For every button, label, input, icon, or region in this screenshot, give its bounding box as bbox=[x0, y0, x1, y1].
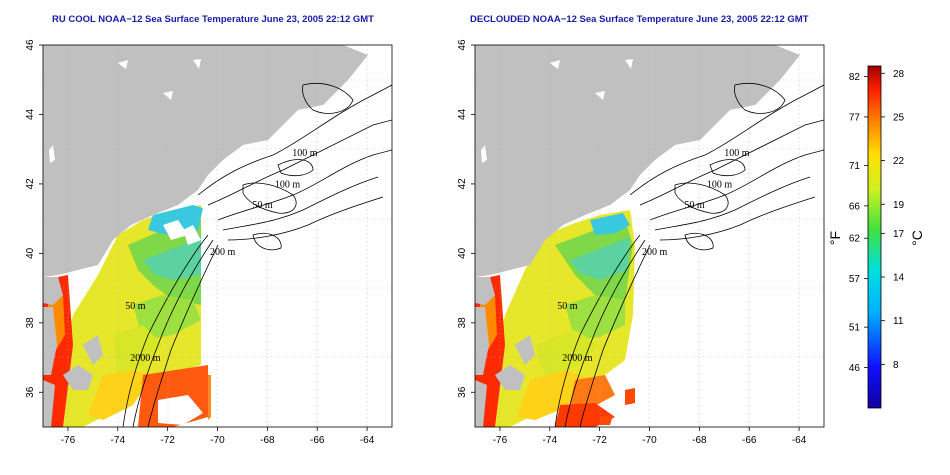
lon-tick-label: -68 bbox=[260, 435, 275, 446]
sst-field bbox=[43, 205, 211, 427]
lat-tick-label: 46 bbox=[25, 39, 36, 51]
lat-tick-label: 46 bbox=[457, 39, 468, 51]
depth-contour-label: 50 m bbox=[684, 200, 705, 211]
colorbar-unit-celsius: °C bbox=[909, 230, 925, 246]
depth-contour-label: 100 m bbox=[724, 148, 750, 159]
lon-tick-label: -72 bbox=[592, 435, 607, 446]
lon-tick-label: -68 bbox=[692, 435, 707, 446]
celsius-tick-label: 11 bbox=[893, 316, 904, 327]
lat-tick-label: 42 bbox=[457, 178, 468, 190]
lon-tick-label: -74 bbox=[111, 435, 126, 446]
land-mass bbox=[43, 45, 368, 427]
lon-tick-label: -76 bbox=[493, 435, 508, 446]
lat-tick-label: 36 bbox=[457, 386, 468, 398]
colorbar: 28 25 22 19 17 14 11 8 82 77 71 66 62 57 51 46 °F °C bbox=[827, 65, 925, 409]
celsius-tick-label: 19 bbox=[893, 200, 905, 211]
celsius-tick-label: 22 bbox=[893, 156, 905, 167]
land-mass bbox=[475, 45, 800, 427]
celsius-tick-label: 28 bbox=[893, 69, 905, 80]
depth-contour-label: 2000 m bbox=[130, 353, 161, 364]
lon-tick-label: -66 bbox=[310, 435, 325, 446]
lat-tick-label: 36 bbox=[25, 386, 36, 398]
fahrenheit-tick-label: 57 bbox=[849, 274, 861, 285]
lon-tick-label: -64 bbox=[360, 435, 375, 446]
lat-tick-label: 44 bbox=[457, 108, 468, 120]
bathymetry-contours bbox=[122, 83, 392, 427]
fahrenheit-tick-label: 71 bbox=[849, 161, 861, 172]
depth-contour-label: 100 m bbox=[292, 148, 318, 159]
depth-contour-label: 50 m bbox=[252, 200, 273, 211]
depth-contour-label: 200 m bbox=[210, 247, 236, 258]
left-map: -76 -74 -72 -70 -68 -66 -64 36 38 40 42 44 46 100 m… bbox=[25, 39, 393, 446]
celsius-tick-label: 17 bbox=[893, 229, 905, 240]
celsius-tick-label: 14 bbox=[893, 273, 905, 284]
sst-field bbox=[475, 210, 635, 427]
colorbar-unit-fahrenheit: °F bbox=[827, 231, 843, 245]
depth-contour-label: 50 m bbox=[557, 301, 578, 312]
fahrenheit-tick-label: 82 bbox=[849, 72, 861, 83]
left-map-title: RU COOL NOAA−12 Sea Surface Temperature … bbox=[52, 14, 374, 25]
right-map-title: DECLOUDED NOAA−12 Sea Surface Temperatur… bbox=[470, 14, 809, 25]
lon-tick-label: -70 bbox=[642, 435, 657, 446]
lat-tick-label: 40 bbox=[25, 247, 36, 259]
celsius-tick-label: 8 bbox=[893, 360, 899, 371]
depth-contour-label: 200 m bbox=[642, 247, 668, 258]
lon-tick-label: -76 bbox=[61, 435, 76, 446]
fahrenheit-tick-label: 77 bbox=[849, 112, 861, 123]
depth-contour-label: 2000 m bbox=[562, 353, 593, 364]
fahrenheit-tick-label: 62 bbox=[849, 234, 861, 245]
right-map: -76 -74 -72 -70 -68 -66 -64 36 38 40 42 44 46 100 m… bbox=[457, 39, 825, 446]
depth-contour-label: 100 m bbox=[707, 179, 733, 190]
fahrenheit-tick-label: 66 bbox=[849, 201, 861, 212]
fahrenheit-tick-label: 46 bbox=[849, 363, 861, 374]
depth-contour-label: 100 m bbox=[275, 179, 301, 190]
colorbar-gradient bbox=[867, 65, 882, 409]
lon-tick-label: -64 bbox=[792, 435, 807, 446]
lon-tick-label: -70 bbox=[210, 435, 225, 446]
lon-tick-label: -74 bbox=[543, 435, 558, 446]
lon-tick-label: -66 bbox=[742, 435, 757, 446]
lat-tick-label: 38 bbox=[25, 317, 36, 329]
lat-tick-label: 42 bbox=[25, 178, 36, 190]
bathymetry-contours bbox=[554, 83, 824, 427]
celsius-tick-label: 25 bbox=[893, 112, 905, 123]
lon-tick-label: -72 bbox=[160, 435, 175, 446]
fahrenheit-tick-label: 51 bbox=[849, 323, 861, 334]
depth-contour-label: 50 m bbox=[125, 301, 146, 312]
lat-tick-label: 44 bbox=[25, 108, 36, 120]
lat-tick-label: 40 bbox=[457, 247, 468, 259]
lat-tick-label: 38 bbox=[457, 317, 468, 329]
